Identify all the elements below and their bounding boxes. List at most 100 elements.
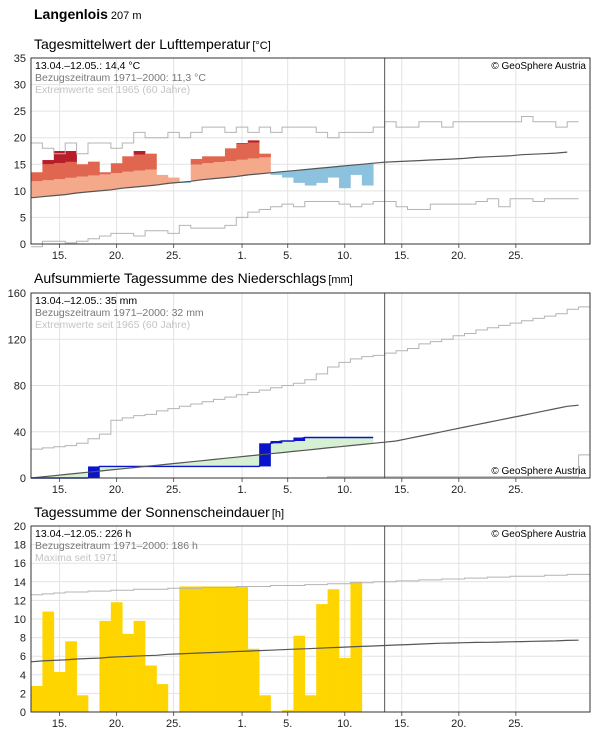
panel-unit: [°C]: [252, 40, 271, 52]
temperature-anomaly-bar: [350, 164, 363, 175]
info-extremes-text: Extremwerte seit 1965 (60 Jahre): [35, 319, 190, 331]
x-tick-label: 25.: [508, 718, 523, 729]
temperature-anomaly-bar: [122, 171, 134, 188]
y-tick-label: 12: [14, 595, 26, 607]
temperature-anomaly-bar: [42, 164, 55, 181]
sunshine-bar: [316, 604, 328, 712]
info-reference-text: Bezugszeitraum 1971–2000: 11,3 °C: [35, 72, 206, 84]
panel-unit: [h]: [271, 508, 285, 520]
y-tick-label: 4: [20, 670, 26, 682]
y-tick-label: 20: [14, 521, 26, 533]
temperature-anomaly-bar: [293, 170, 306, 183]
temperature-anomaly-bar: [304, 169, 317, 186]
y-tick-label: 10: [14, 614, 26, 626]
x-tick-label: 10.: [337, 484, 352, 496]
temperature-anomaly-bar: [53, 179, 66, 196]
temperature-anomaly-bar: [145, 153, 157, 170]
climate-mean-line: [30, 404, 579, 479]
y-tick-label: 8: [20, 633, 26, 645]
temperature-anomaly-bar: [190, 158, 203, 165]
plot-border: [30, 57, 591, 245]
y-tick-label: 16: [14, 558, 26, 570]
temperature-anomaly-bar: [247, 140, 260, 143]
y-tick-label: 120: [8, 334, 26, 346]
y-tick-label: 5: [20, 212, 26, 224]
temperature-anomaly-bar: [99, 172, 112, 175]
temperature-anomaly-bar: [65, 161, 77, 178]
temperature-anomaly-bar: [110, 163, 123, 174]
temperature-anomaly-bar: [110, 173, 123, 189]
x-tick-label: 20.: [451, 718, 466, 729]
x-tick-label: 15.: [52, 484, 67, 496]
panel-title-precipitation: Aufsummierte Tagessumme des Niederschlag…: [34, 270, 353, 286]
x-tick-label: 1.: [237, 250, 246, 262]
station-heading: Langenlois 207 m: [34, 6, 141, 22]
x-tick-label: 20.: [451, 484, 466, 496]
x-tick-label: 25.: [166, 484, 181, 496]
x-tick-label: 20.: [109, 718, 124, 729]
temperature-anomaly-bar: [236, 159, 249, 176]
y-tick-label: 0: [20, 707, 26, 719]
temperature-anomaly-bar: [361, 163, 374, 186]
climate-mean-line: [30, 639, 579, 663]
temperature-anomaly-bar: [42, 180, 55, 197]
info-current-text: 13.04.–12.05.: 226 h: [35, 528, 131, 540]
copyright-text: © GeoSphere Austria: [491, 61, 586, 72]
temperature-anomaly-bar: [202, 156, 214, 164]
x-tick-label: 25.: [508, 250, 523, 262]
y-tick-label: 6: [20, 651, 26, 663]
station-name: Langenlois: [34, 6, 108, 22]
panel-title-text: Aufsummierte Tagessumme des Niederschlag…: [34, 270, 327, 286]
climate-mean-line: [30, 151, 568, 199]
temperature-anomaly-bar: [156, 174, 169, 185]
sunshine-bar: [304, 695, 317, 712]
panel-title-temperature: Tagesmittelwert der Lufttemperatur [°C]: [34, 36, 271, 52]
sunshine-bar: [145, 665, 157, 712]
temperature-anomaly-bar: [133, 154, 146, 171]
sunshine-bar: [76, 695, 89, 712]
y-tick-label: 15: [14, 159, 26, 171]
temperature-anomaly-bar: [316, 168, 328, 183]
x-tick-label: 20.: [109, 484, 124, 496]
temperature-anomaly-bar: [133, 151, 146, 155]
x-tick-label: 5.: [283, 718, 292, 729]
plot-border: [30, 292, 591, 479]
sunshine-bar: [65, 641, 77, 712]
x-tick-label: 25.: [166, 718, 181, 729]
y-tick-label: 10: [14, 186, 26, 198]
info-current-text: 13.04.–12.05.: 14,4 °C: [35, 60, 141, 72]
temperature-anomaly-bar: [65, 177, 77, 194]
temperature-anomaly-bar: [247, 142, 260, 159]
y-tick-label: 20: [14, 133, 26, 145]
temperature-anomaly-bar: [236, 143, 249, 144]
x-tick-label: 15.: [52, 718, 67, 729]
info-reference-text: Bezugszeitraum 1971–2000: 32 mm: [35, 307, 204, 319]
sunshine-bar: [190, 586, 203, 712]
x-tick-label: 1.: [237, 718, 246, 729]
x-tick-label: 15.: [394, 484, 409, 496]
sunshine-bar: [236, 586, 249, 712]
x-tick-label: 1.: [237, 484, 246, 496]
temperature-anomaly-bar: [202, 163, 214, 180]
temperature-anomaly-bar: [145, 169, 157, 186]
temperature-anomaly-bar: [88, 161, 100, 176]
info-current-text: 13.04.–12.05.: 35 mm: [35, 295, 137, 307]
y-tick-label: 80: [14, 381, 26, 393]
sunshine-bar: [327, 589, 340, 712]
y-tick-label: 25: [14, 106, 26, 118]
temperature-anomaly-bar: [53, 151, 66, 164]
temperature-anomaly-bar: [76, 176, 89, 193]
x-tick-label: 15.: [52, 250, 67, 262]
y-tick-label: 18: [14, 540, 26, 552]
sunshine-bar: [293, 635, 306, 712]
sunshine-bar: [99, 620, 112, 712]
panel-unit: [mm]: [328, 274, 353, 286]
station-altitude: 207 m: [110, 10, 142, 22]
x-tick-label: 10.: [337, 250, 352, 262]
temperature-anomaly-bar: [53, 163, 66, 180]
sunshine-bar: [133, 620, 146, 712]
panel-title-sunshine: Tagessumme der Sonnenscheindauer [h]: [34, 504, 284, 520]
x-tick-label: 10.: [337, 718, 352, 729]
temperature-anomaly-bar: [213, 156, 226, 163]
